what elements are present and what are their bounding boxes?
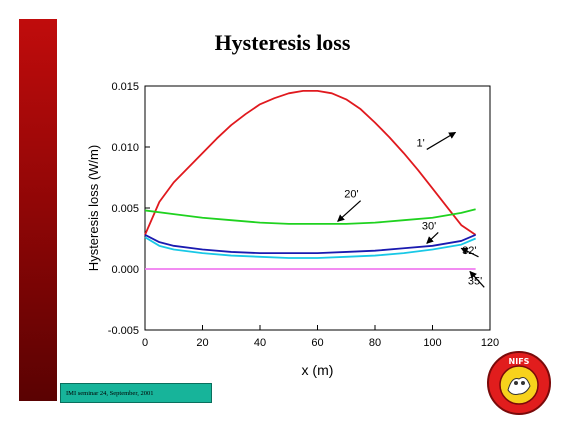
x-tick-label: 40 — [254, 337, 266, 349]
series-line — [144, 89, 477, 236]
series-line — [144, 236, 476, 259]
annotation-label: 20' — [344, 189, 358, 201]
annotation-arrow — [426, 131, 457, 150]
chart-series — [144, 89, 477, 270]
x-tick-label: 60 — [311, 337, 323, 349]
annotation-label: 32' — [462, 245, 476, 257]
x-tick-label: 0 — [142, 337, 148, 349]
annotation-label: 30' — [422, 220, 436, 232]
x-tick-label: 80 — [369, 337, 381, 349]
y-tick-label: 0.005 — [111, 203, 139, 215]
slide-title: Hysteresis loss — [214, 30, 351, 55]
y-axis-label: Hysteresis loss (W/m) — [86, 145, 101, 271]
x-tick-label: 20 — [196, 337, 208, 349]
footer-seminar-label: IMI seminar 24, September, 2001 — [60, 383, 212, 403]
annotation-arrow — [460, 247, 479, 258]
y-tick-label: -0.005 — [108, 325, 139, 337]
annotation-label: 35' — [468, 275, 482, 287]
annotation-arrow — [426, 231, 439, 244]
logo-text: NIFS — [509, 357, 530, 366]
y-tick-label: 0.000 — [111, 264, 139, 276]
institute-logo: NIFS — [487, 351, 551, 415]
series-line — [144, 234, 476, 255]
annotation-arrow — [337, 200, 362, 222]
series-line — [144, 208, 476, 225]
plot-frame — [144, 85, 491, 331]
decorative-sidebar-bar — [19, 19, 57, 401]
annotation-arrow — [469, 270, 485, 288]
chart-axes: 0 20 40 60 80 100 120 -0.005 0.000 0.005 0.010 0.01… — [86, 81, 499, 378]
y-tick-label: 0.010 — [111, 142, 139, 154]
x-tick-label: 120 — [481, 337, 499, 349]
x-axis-label: x (m) — [302, 362, 334, 378]
y-tick-label: 0.015 — [111, 81, 139, 93]
x-tick-label: 100 — [423, 337, 441, 349]
annotation-label: 1' — [417, 137, 425, 149]
chart-annotations: 1' 20' 30' 32' 35' — [337, 131, 485, 288]
